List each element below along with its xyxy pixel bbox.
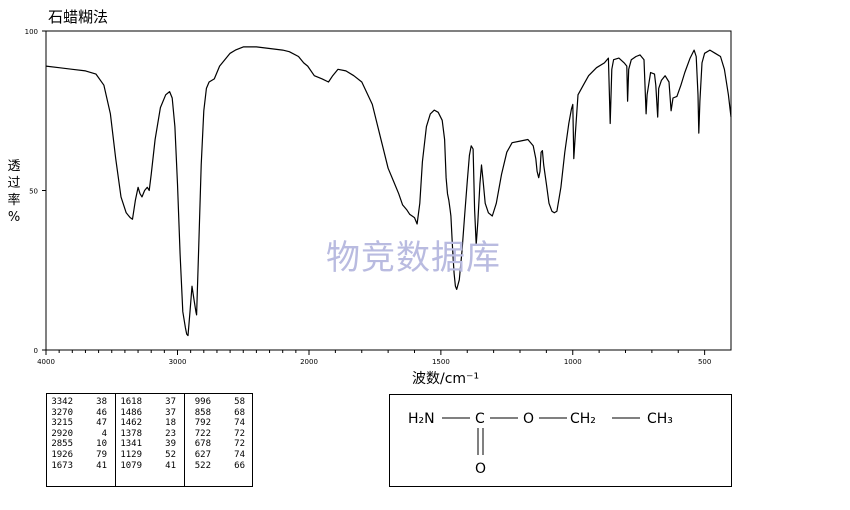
x-axis-label: 波数/cm⁻¹: [412, 371, 480, 387]
peak-table-column: 3342 38 3270 46 3215 47 2920 4 2855 10 1926 79 1673 4…: [47, 397, 107, 483]
wavenumber-cell: 1926: [51, 449, 73, 460]
transmittance-cell: 72: [234, 439, 245, 450]
table-row: 2920 4: [47, 429, 107, 440]
table-row: 2855 10: [47, 439, 107, 450]
table-row: 3215 47: [47, 418, 107, 429]
y-axis-label-char: 率: [7, 193, 21, 208]
nh2-group: H₂N: [408, 411, 435, 427]
table-row: 996 58: [185, 397, 245, 408]
wavenumber-cell: 3215: [51, 418, 73, 429]
table-row: 3342 38: [47, 397, 107, 408]
table-row: 1129 52: [116, 450, 176, 461]
transmittance-cell: 46: [96, 407, 107, 418]
y-axis-label-char: 过: [7, 176, 21, 191]
table-row: 3270 46: [47, 408, 107, 419]
wavenumber-cell: 3270: [51, 407, 73, 418]
wavenumber-cell: 1673: [51, 460, 73, 471]
carbonyl-oxygen: O: [475, 461, 486, 477]
peak-table-column: 1618 37 1486 37 1462 18 1378 23 1341 39 1129 52 1079…: [116, 397, 176, 483]
transmittance-cell: 23: [165, 428, 176, 439]
table-row: 1673 41: [47, 461, 107, 472]
wavenumber-cell: 1341: [120, 439, 142, 450]
table-row: 858 68: [185, 408, 245, 419]
wavenumber-cell: 1378: [120, 428, 142, 439]
ch3-group: CH₃: [647, 411, 673, 427]
wavenumber-cell: 722: [194, 428, 211, 439]
wavenumber-cell: 678: [194, 439, 211, 450]
watermark: 物竞数据库: [326, 238, 501, 278]
transmittance-cell: 38: [96, 397, 107, 407]
table-row: 1341 39: [116, 439, 176, 450]
wavenumber-cell: 1618: [120, 397, 142, 407]
table-divider: [184, 394, 185, 486]
wavenumber-cell: 522: [194, 460, 211, 471]
transmittance-cell: 66: [234, 460, 245, 471]
wavenumber-cell: 996: [194, 397, 211, 407]
transmittance-cell: 52: [165, 449, 176, 460]
table-divider: [115, 394, 116, 486]
x-tick-label: 1500: [432, 358, 450, 366]
table-row: 1926 79: [47, 450, 107, 461]
wavenumber-cell: 3342: [51, 397, 73, 407]
wavenumber-cell: 1486: [120, 407, 142, 418]
ester-oxygen: O: [523, 411, 534, 427]
table-row: 522 66: [185, 461, 245, 472]
y-axis-label: 透过率%: [4, 158, 24, 226]
chart-title: 石蜡糊法: [48, 8, 109, 26]
transmittance-cell: 18: [165, 418, 176, 429]
table-row: 678 72: [185, 439, 245, 450]
peak-table-column: 996 58 858 68 792 74 722 72 678 72 627 74 522 66: [185, 397, 245, 483]
transmittance-cell: 72: [234, 428, 245, 439]
wavenumber-cell: 627: [194, 449, 211, 460]
y-axis-label-char: 透: [7, 159, 21, 174]
wavenumber-cell: 792: [194, 418, 211, 429]
x-tick-label: 500: [698, 358, 711, 366]
x-tick-label: 4000: [37, 358, 55, 366]
wavenumber-cell: 2855: [51, 439, 73, 450]
carbonyl-carbon: C: [475, 411, 485, 427]
y-axis-label-char: %: [7, 210, 21, 225]
y-tick-label: 0: [34, 347, 38, 355]
x-tick-label: 2000: [300, 358, 318, 366]
wavenumber-cell: 1079: [120, 460, 142, 471]
transmittance-cell: 74: [234, 418, 245, 429]
table-row: 1486 37: [116, 408, 176, 419]
wavenumber-cell: 1462: [120, 418, 142, 429]
transmittance-cell: 37: [165, 397, 176, 407]
transmittance-cell: 10: [96, 439, 107, 450]
table-row: 722 72: [185, 429, 245, 440]
table-row: 1462 18: [116, 418, 176, 429]
x-tick-label: 3000: [169, 358, 187, 366]
table-row: 1079 41: [116, 461, 176, 472]
peak-table: 3342 38 3270 46 3215 47 2920 4 2855 10 1926 79 1673 4…: [46, 393, 253, 487]
ch2-group: CH₂: [570, 411, 596, 427]
wavenumber-cell: 858: [194, 407, 211, 418]
y-tick-label: 50: [29, 188, 38, 196]
transmittance-cell: 37: [165, 407, 176, 418]
ir-spectrum-plot: 0 50 100 4000 3000 2000 1500 1000 500: [25, 28, 732, 366]
ethyl-carbamate-structure: H₂N C O CH₂ CH₃ O: [408, 411, 673, 477]
transmittance-cell: 39: [165, 439, 176, 450]
transmittance-cell: 4: [101, 428, 107, 439]
structure-box: H₂N C O CH₂ CH₃ O: [389, 394, 732, 487]
table-row: 627 74: [185, 450, 245, 461]
spectrum-line: [45, 46, 732, 337]
transmittance-cell: 41: [96, 460, 107, 471]
transmittance-cell: 68: [234, 407, 245, 418]
transmittance-cell: 58: [234, 397, 245, 407]
table-row: 792 74: [185, 418, 245, 429]
y-tick-label: 100: [25, 28, 38, 36]
wavenumber-cell: 2920: [51, 428, 73, 439]
transmittance-cell: 79: [96, 449, 107, 460]
table-row: 1378 23: [116, 429, 176, 440]
transmittance-cell: 41: [165, 460, 176, 471]
transmittance-cell: 74: [234, 449, 245, 460]
table-row: 1618 37: [116, 397, 176, 408]
x-tick-label: 1000: [564, 358, 582, 366]
transmittance-cell: 47: [96, 418, 107, 429]
wavenumber-cell: 1129: [120, 449, 142, 460]
